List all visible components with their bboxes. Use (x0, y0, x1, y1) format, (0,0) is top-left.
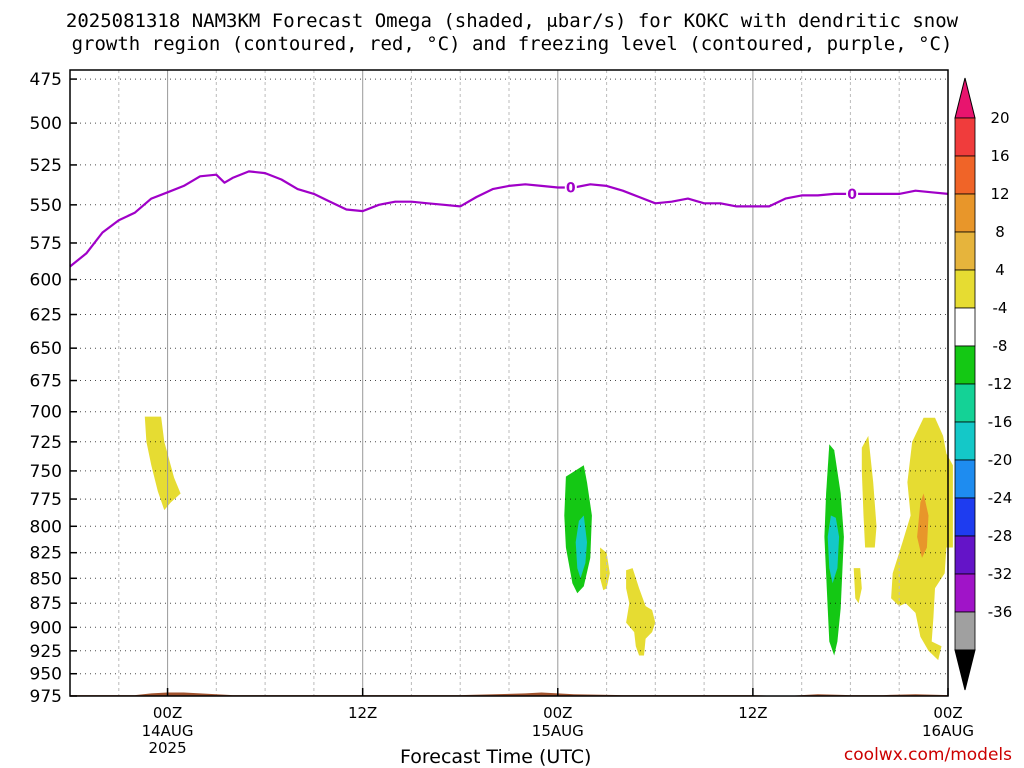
x-tick-label: 00Z (153, 704, 182, 722)
omega-region-2 (575, 515, 587, 579)
y-tick-label: 650 (30, 339, 62, 359)
colorbar-swatch (954, 383, 976, 423)
colorbar-label: -12 (988, 375, 1013, 393)
colorbar-label: -32 (988, 565, 1013, 583)
freezing-level-label: 0 (566, 181, 576, 197)
plot-frame (69, 69, 949, 697)
y-tick-label: 750 (30, 462, 62, 482)
colorbar-label: 12 (990, 185, 1009, 203)
freezing-level-label-bg (564, 179, 577, 196)
y-tick-label: 500 (30, 114, 62, 134)
x-tick-year: 2025 (148, 739, 186, 757)
y-tick-label: 850 (30, 569, 62, 589)
x-tick-date: 15AUG (532, 722, 584, 740)
y-tick-label: 925 (30, 642, 62, 662)
chart-title-line-1: 2025081318 NAM3KM Forecast Omega (shaded… (65, 10, 959, 32)
omega-region-10 (917, 493, 929, 558)
y-tick-label: 875 (30, 594, 62, 614)
colorbar-swatch (954, 307, 976, 347)
omega-region-0 (144, 416, 181, 511)
y-tick-label: 950 (30, 665, 62, 685)
x-tick-label: 00Z (543, 704, 572, 722)
colorbar-label: -36 (988, 603, 1013, 621)
colorbar-swatch (954, 535, 976, 575)
colorbar-label: -24 (988, 489, 1013, 507)
terrain-fill (70, 692, 948, 696)
colorbar-swatch (954, 155, 976, 195)
omega-regions (144, 416, 953, 661)
colorbar-label: 16 (990, 147, 1009, 165)
y-tick-label: 800 (30, 517, 62, 537)
colorbar-swatch (954, 459, 976, 499)
y-tick-label: 700 (30, 403, 62, 423)
colorbar-label: 4 (995, 261, 1005, 279)
x-tick-label: 00Z (933, 704, 962, 722)
x-axis-title: Forecast Time (UTC) (400, 746, 592, 768)
colorbar-swatch (954, 269, 976, 309)
colorbar-swatch (954, 117, 976, 157)
x-tick-date: 14AUG (142, 722, 194, 740)
omega-region-3 (600, 547, 610, 591)
y-tick-label: 625 (30, 306, 62, 326)
credit-text: coolwx.com/models (843, 745, 1012, 765)
freezing-level-label-bg (846, 185, 859, 202)
y-tick-label: 525 (30, 156, 62, 176)
colorbar-label: 8 (995, 223, 1005, 241)
freezing-level-label: 0 (847, 187, 857, 203)
colorbar-label: -4 (993, 299, 1008, 317)
omega-region-6 (827, 515, 840, 584)
colorbar-label: -20 (988, 451, 1013, 469)
x-tick-label: 12Z (738, 704, 767, 722)
colorbar-swatch (954, 573, 976, 613)
colorbar-swatch (954, 421, 976, 461)
y-tick-label: 550 (30, 196, 62, 216)
colorbar: 20 16 12 8 4 -4 -8 -12 -16 -20 -24 -28 -32 -36 (954, 77, 1013, 691)
terrain-surface (70, 692, 948, 696)
omega-region-8 (853, 568, 862, 604)
y-tick-label: 575 (30, 234, 62, 254)
colorbar-label: -28 (988, 527, 1013, 545)
y-tick-label: 900 (30, 618, 62, 638)
colorbar-swatch (954, 497, 976, 537)
y-tick-label: 475 (30, 70, 62, 90)
y-tick-label: 600 (30, 271, 62, 291)
colorbar-top-arrow (954, 77, 976, 119)
y-tick-label: 775 (30, 490, 62, 510)
y-tick-label: 725 (30, 433, 62, 453)
x-tick-date: 16AUG (922, 722, 974, 740)
y-axis-ticks: 475 500 525 550 575 600 625 650 675 700 725 750 775 8… (30, 70, 77, 707)
omega-region-7 (861, 435, 877, 548)
y-tick-label: 975 (30, 687, 62, 707)
y-tick-label: 675 (30, 372, 62, 392)
colorbar-label: -16 (988, 413, 1013, 431)
colorbar-swatch (954, 193, 976, 233)
grid-lines (70, 70, 948, 697)
colorbar-swatch (954, 231, 976, 271)
y-tick-label: 825 (30, 544, 62, 564)
colorbar-label: -8 (993, 337, 1008, 355)
x-tick-label: 12Z (348, 704, 377, 722)
colorbar-swatch (954, 345, 976, 385)
colorbar-swatch (954, 611, 976, 651)
colorbar-bottom-arrow (954, 649, 976, 691)
chart-title-line-2: growth region (contoured, red, °C) and f… (71, 33, 953, 55)
freezing-level-line (69, 170, 949, 268)
colorbar-label: 20 (990, 109, 1009, 127)
omega-region-4 (626, 568, 656, 656)
